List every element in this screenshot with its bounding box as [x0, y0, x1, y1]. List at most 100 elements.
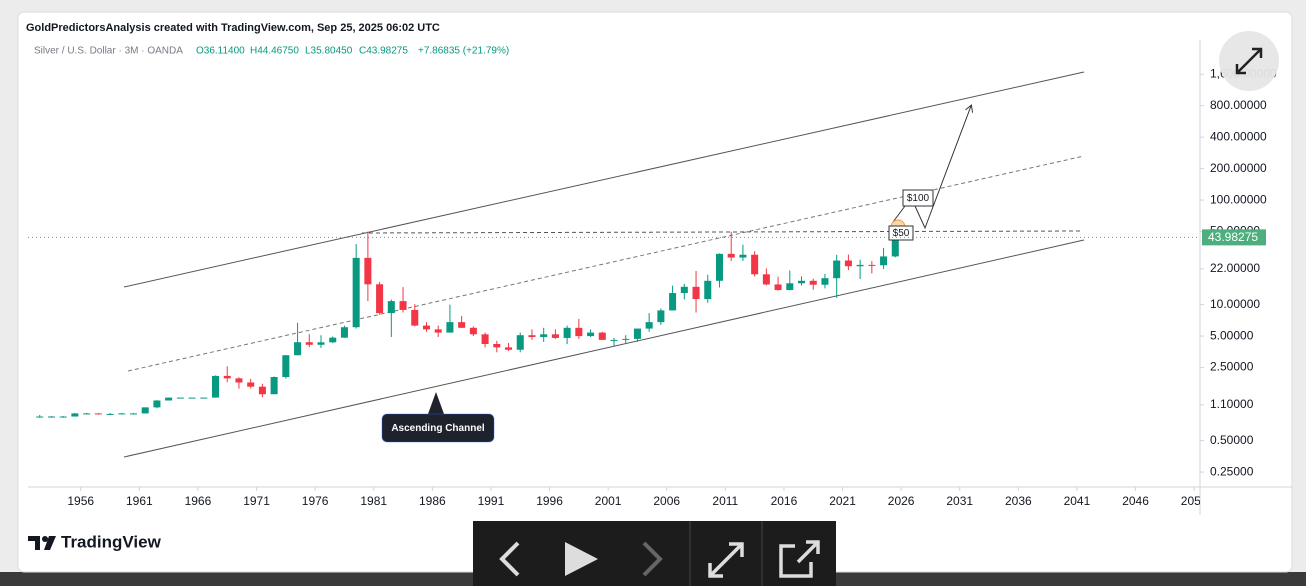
last-price-label: 43.98275	[1208, 230, 1258, 244]
candle-body	[493, 344, 501, 348]
candle-body	[622, 338, 630, 340]
candle-body	[422, 325, 430, 330]
x-tick-label: 1996	[536, 494, 563, 508]
candle-body	[551, 334, 559, 338]
candle-body	[340, 327, 348, 338]
x-tick-label: 2001	[595, 494, 622, 508]
candle-body	[868, 264, 876, 266]
last-price-box	[1202, 229, 1266, 246]
candle-body	[575, 327, 583, 337]
x-tick-label: 2021	[829, 494, 856, 508]
candle-body	[223, 375, 231, 379]
x-tick-label: 1991	[478, 494, 505, 508]
candle-body	[317, 342, 325, 345]
annotations: $100 $50 Ascending Channel	[381, 189, 934, 443]
card	[17, 11, 1293, 573]
price-tag: 43.98275	[28, 229, 1266, 246]
candle-body	[212, 375, 220, 398]
candle-body	[83, 413, 91, 415]
x-tick-label: 1981	[360, 494, 387, 508]
logo-dot	[42, 536, 48, 542]
expand-button[interactable]	[1219, 31, 1279, 91]
candle-body	[36, 416, 44, 418]
x-tick-label: 2031	[946, 494, 973, 508]
y-tick-label: 200.00000	[1210, 161, 1267, 175]
channel-upper	[123, 71, 1085, 288]
candle-body	[540, 334, 548, 338]
candle-body	[446, 322, 454, 333]
fullscreen-button[interactable]	[708, 542, 744, 578]
x-tick-label: 1976	[302, 494, 329, 508]
target-box	[902, 189, 934, 207]
prev-button[interactable]	[499, 541, 520, 577]
x-tick-label: 2006	[653, 494, 680, 508]
candle-body	[188, 397, 196, 399]
attribution: GoldPredictorsAnalysis created with Trad…	[26, 22, 440, 34]
candle-body	[129, 413, 137, 415]
candle-body	[833, 260, 841, 279]
candle-body	[200, 397, 208, 399]
share-button[interactable]	[779, 540, 820, 578]
candle-body	[680, 286, 688, 294]
channel-mid	[127, 155, 1085, 372]
x-axis: 1956 1961 1966 1971 1976 1981 1986 1991 1996 2001…	[67, 487, 1200, 508]
candle-body	[352, 257, 360, 328]
x-tick-label: 2016	[771, 494, 798, 508]
resistance	[361, 230, 1081, 234]
candle-body	[798, 280, 806, 284]
candle-body	[821, 278, 829, 285]
y-tick-label: 5.00000	[1210, 328, 1254, 342]
ohlc-close: C43.98275	[359, 46, 408, 57]
candle-body	[774, 284, 782, 290]
y-tick-label: 0.50000	[1210, 433, 1254, 447]
ohlc-high: H44.46750	[250, 46, 299, 57]
candles	[36, 231, 899, 418]
ohlc-change: +7.86835 (+21.79%)	[418, 46, 509, 57]
x-tick-label: 1986	[419, 494, 446, 508]
candle-body	[739, 254, 747, 258]
candle-body	[270, 377, 278, 395]
candle-body	[329, 337, 337, 343]
x-tick-label: 2046	[1122, 494, 1149, 508]
candle-body	[118, 413, 126, 415]
x-tick-label: 2036	[1005, 494, 1032, 508]
callout-pointer	[428, 392, 444, 414]
candle-body	[458, 322, 466, 328]
y-tick-label: 0.25000	[1210, 464, 1254, 478]
y-tick-label: 22.00000	[1210, 261, 1260, 275]
candle-body	[727, 253, 735, 258]
candle-body	[411, 309, 419, 326]
candle-body	[598, 332, 606, 340]
expand-icon[interactable]	[1235, 47, 1263, 75]
candle-body	[71, 413, 79, 417]
x-tick-label: 1966	[185, 494, 212, 508]
play-button[interactable]	[565, 542, 598, 576]
x-tick-label: 1971	[243, 494, 270, 508]
candle-body	[247, 382, 255, 387]
y-tick-label: 400.00000	[1210, 129, 1267, 143]
logo-mark	[28, 536, 40, 550]
candle-body	[844, 260, 852, 267]
next-button[interactable]	[642, 541, 663, 577]
candle-body	[153, 400, 161, 408]
candle-body	[469, 327, 477, 335]
candle-body	[610, 339, 618, 341]
candle-body	[751, 254, 759, 275]
candle-body	[762, 274, 770, 285]
candle-body	[399, 301, 407, 310]
candle-body	[645, 322, 653, 329]
candle-body	[516, 335, 524, 350]
candle-body	[809, 280, 817, 285]
callout-text: Ascending Channel	[391, 423, 485, 434]
candle-body	[141, 407, 149, 414]
logo-mark	[44, 536, 56, 550]
candle-body	[376, 284, 384, 314]
x-tick-label: 1956	[67, 494, 94, 508]
x-tick-label: 1961	[126, 494, 153, 508]
brand-logo: TradingView	[28, 532, 162, 551]
candle-body	[563, 327, 571, 338]
candle-body	[176, 397, 184, 399]
legend: Silver / U.S. Dollar · 3M · OANDA O36.11…	[34, 46, 509, 57]
level-label: $50	[893, 228, 910, 239]
